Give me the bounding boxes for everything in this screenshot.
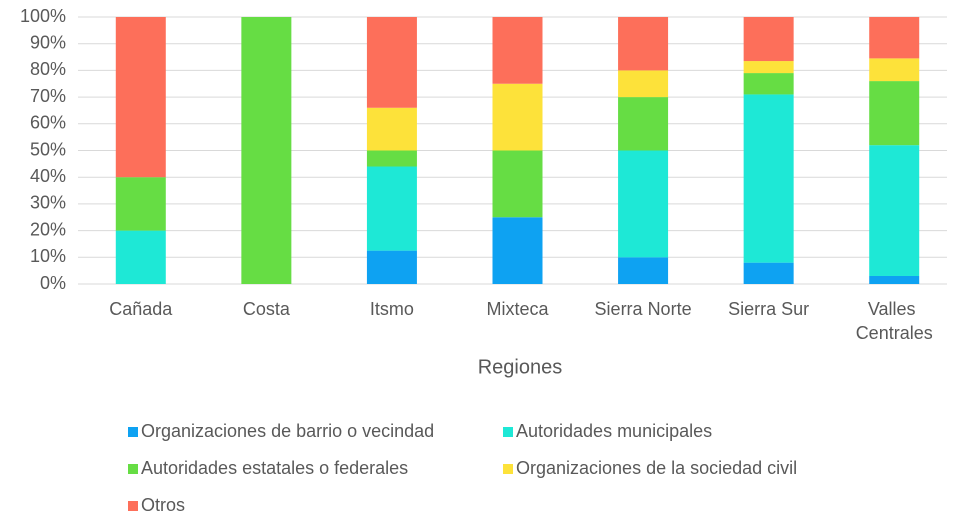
bar-segment (492, 83, 543, 151)
legend-swatch (503, 427, 513, 437)
x-tick-label: Mixteca (486, 299, 549, 319)
x-tick-label: Itsmo (370, 299, 414, 319)
y-tick-label: 30% (30, 193, 66, 213)
y-tick-label: 60% (30, 113, 66, 133)
x-tick-label: Cañada (109, 299, 173, 319)
bar-segment (492, 150, 543, 218)
bar-segment (869, 58, 920, 82)
y-tick-label: 20% (30, 219, 66, 239)
bar-segment (366, 107, 417, 151)
y-tick-label: 70% (30, 86, 66, 106)
x-tick-label: Valles Centrales (856, 299, 933, 343)
y-tick-label: 90% (30, 32, 66, 52)
legend-label: Autoridades estatales o federales (141, 458, 408, 478)
bar-segment (869, 81, 920, 146)
legend-swatch (128, 427, 138, 437)
y-tick-label: 80% (30, 59, 66, 79)
legend-label: Organizaciones de la sociedad civil (516, 458, 797, 478)
bar-segment (366, 250, 417, 284)
x-tick-label: Costa (243, 299, 291, 319)
bar-segment (743, 73, 794, 95)
bar-segment (618, 257, 669, 284)
bar-segment (869, 145, 920, 276)
bar-segment (743, 262, 794, 284)
bar-segment (115, 17, 166, 178)
bar-segment (492, 17, 543, 84)
bar-segment (241, 17, 292, 284)
y-tick-label: 10% (30, 246, 66, 266)
bar-segment (869, 275, 920, 284)
bar-segment (743, 17, 794, 62)
legend-swatch (128, 501, 138, 511)
legend-label: Organizaciones de barrio o vecindad (141, 421, 434, 441)
legend-swatch (503, 464, 513, 474)
legend-label: Otros (141, 495, 185, 515)
x-axis-title: Regiones (478, 356, 563, 378)
bar-segment (618, 97, 669, 151)
legend-label: Autoridades municipales (516, 421, 712, 441)
bar-segment (115, 177, 166, 231)
bar-segment (618, 17, 669, 71)
bar-segment (366, 166, 417, 251)
bar-segment (869, 17, 920, 59)
y-tick-label: 0% (40, 273, 66, 293)
bar-segment (618, 70, 669, 98)
x-tick-label: Sierra Sur (728, 299, 809, 319)
bar-segment (492, 217, 543, 284)
bar-segment (743, 61, 794, 74)
y-tick-label: 50% (30, 139, 66, 159)
bar-segment (743, 94, 794, 263)
y-tick-label: 40% (30, 166, 66, 186)
y-tick-label: 100% (20, 6, 66, 26)
bar-segment (618, 150, 669, 258)
legend-swatch (128, 464, 138, 474)
bar-segment (366, 17, 417, 108)
bar-segment (366, 150, 417, 167)
x-tick-label: Sierra Norte (595, 299, 692, 319)
bar-segment (115, 230, 166, 284)
